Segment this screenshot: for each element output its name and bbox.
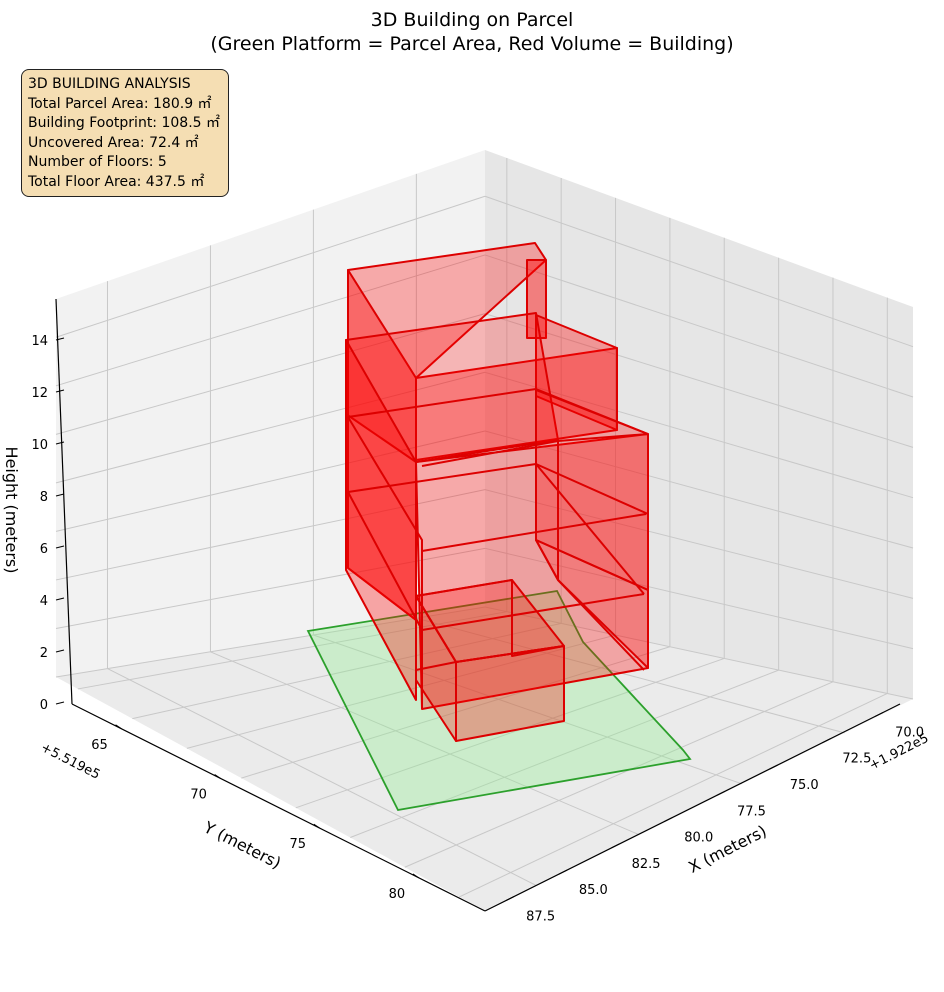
x-tick-mark [505,895,515,901]
z-gridline [484,430,914,549]
building-edge [347,416,423,709]
chart-title: 3D Building on Parcel [371,9,574,31]
building-face [526,259,547,339]
z-tick-mark [55,493,65,497]
building-edge [535,463,645,595]
y-gridline [210,651,640,836]
annotation-line: Total Floor Area: 437.5 ㎡ [28,173,205,190]
x-gridline [295,657,725,809]
y-tick-mark [313,823,321,829]
building-edge [347,491,645,631]
z-gridline [484,313,914,448]
x-axis-line [484,703,901,912]
z-gridline [484,195,914,348]
parcel-platform [306,590,692,812]
z-gridline [55,430,486,532]
z-axis-label: Height (meters) [2,447,21,574]
annotation-line: Total Parcel Area: 180.9 ㎡ [28,95,212,112]
z-tick-mark [55,389,65,393]
z-gridline [484,489,914,599]
y-tick-label: 70 [190,788,207,803]
annotation-line: Number of Floors: 5 [28,154,167,171]
z-gridline [55,547,486,629]
x-tick-label: 82.5 [632,857,661,872]
y-tick-label: 65 [91,738,108,753]
z-tick-mark [55,597,65,601]
z-tick-label: 12 [31,386,48,401]
z-gridline [55,195,486,338]
y-gridline [107,668,537,887]
z-gridline [484,606,914,700]
x-tick-mark [664,817,673,823]
z-gridline [55,371,486,484]
z-tick-mark [55,441,65,445]
annotation-line: 3D BUILDING ANALYSIS [28,76,191,92]
z-gridline [484,547,914,650]
x-tick-label: 80.0 [684,831,713,846]
z-tick-label: 14 [31,334,48,349]
x-tick-label: 70.0 [895,725,924,740]
x-gridline [77,611,507,690]
y-gridline [416,617,845,734]
floor-pane [56,607,913,911]
z-gridline [55,489,486,581]
tick-marks [55,337,884,901]
x-tick-label: 87.5 [526,909,555,924]
x-tick-label: 77.5 [737,804,766,819]
z-tick-label: 6 [40,542,48,557]
building-edge [421,513,647,552]
x-tick-mark [822,738,831,744]
x-gridline [459,693,888,898]
x-tick-mark [874,711,884,717]
z-tick-label: 4 [40,594,48,609]
building-face [535,314,618,431]
annotation-line: Uncovered Area: 72.4 ㎡ [28,134,199,151]
building-volume [345,242,649,742]
grid-lines [55,158,914,898]
building-edge [557,441,645,671]
x-gridline [404,681,834,868]
x-tick-mark [769,764,778,770]
z-tick-label: 8 [40,490,48,505]
y-tick-label: 80 [389,887,406,902]
y-gridline [313,634,742,785]
x-gridline [132,622,562,720]
y-tick-mark [412,873,420,879]
x-tick-mark [716,790,726,796]
z-tick-mark [55,337,65,341]
x-tick-mark [611,843,620,849]
annotation-line: Building Footprint: 108.5 ㎡ [28,115,221,132]
z-tick-mark [55,701,65,705]
x-tick-mark [558,869,568,875]
z-tick-mark [55,649,65,653]
z-gridline [55,254,486,387]
x-tick-label: 72.5 [842,752,871,767]
building-edge [415,579,565,657]
y-tick-mark [115,724,122,730]
z-gridline [55,313,486,435]
z-gridline [484,254,914,398]
axes-panes [56,150,913,911]
building-edge [535,389,559,581]
back-left-pane [56,150,485,677]
z-axis-line [55,298,73,705]
z-tick-mark [55,545,65,549]
x-gridline [350,669,779,838]
z-tick-label: 10 [31,438,48,453]
y-tick-label: 75 [290,837,307,852]
y-axis-label: Y (meters) [200,817,284,872]
back-right-pane [485,150,913,699]
x-gridline [186,634,616,749]
z-gridline [484,371,914,499]
x-tick-label: 85.0 [579,883,608,898]
x-tick-label: 75.0 [790,778,819,793]
chart-subtitle: (Green Platform = Parcel Area, Red Volum… [210,33,733,55]
building-edge [415,661,457,671]
tick-labels: 0 2 4 6 8 10 12 14 65 70 75 80 70.0 72.5 75.0 77.5 80.0 8… [31,334,924,924]
y-tick-mark [214,774,221,779]
analysis-annotation-box: 3D BUILDING ANALYSIS Total Parcel Area: … [21,69,229,197]
z-tick-label: 2 [40,646,48,661]
z-tick-label: 0 [40,698,48,713]
